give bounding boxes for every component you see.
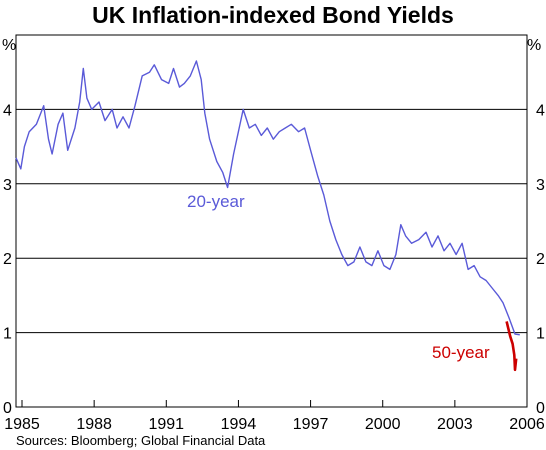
y-tick-label-left: 0: [3, 400, 12, 417]
y-tick-label-right: 0: [536, 400, 545, 417]
grid: [16, 108, 527, 334]
source-note: Sources: Bloomberg; Global Financial Dat…: [16, 433, 266, 448]
y-tick-label-left: 1: [3, 326, 12, 343]
x-tick-label: 1997: [293, 416, 329, 433]
x-tick-label: 2006: [509, 416, 545, 433]
y-tick-label-right: 2: [536, 251, 545, 268]
plot-frame: [15, 34, 528, 408]
x-tick-label: 2003: [437, 416, 473, 433]
y-tick-label-left: 3: [3, 177, 12, 194]
chart-title: UK Inflation-indexed Bond Yields: [92, 2, 454, 28]
y-tick-label-right: 1: [536, 326, 545, 343]
y-tick-label-right: 4: [536, 102, 545, 119]
series-lines: [15, 60, 520, 372]
x-tick-label: 1994: [221, 416, 257, 433]
x-axis: 1985 1988 1991 1994 1997 2000 2003 2006: [4, 400, 545, 433]
y-tick-label-right: 3: [536, 177, 545, 194]
x-tick-label: 1991: [148, 416, 184, 433]
x-tick-label: 2000: [365, 416, 401, 433]
x-tick-label: 1988: [76, 416, 112, 433]
y-tick-label-left: 2: [3, 251, 12, 268]
y-unit-left: %: [2, 37, 16, 54]
y-tick-label-left: 4: [3, 102, 12, 119]
series-line-50-year: [505, 321, 518, 372]
y-axis-right: 0 1 2 3 4: [536, 102, 545, 417]
series-label-20-year: 20-year: [187, 192, 245, 211]
series-line-20-year: [15, 60, 520, 336]
y-axis-left: 0 1 2 3 4: [3, 102, 12, 417]
series-label-50-year: 50-year: [432, 343, 490, 362]
y-unit-right: %: [527, 37, 541, 54]
x-tick-label: 1985: [4, 416, 40, 433]
